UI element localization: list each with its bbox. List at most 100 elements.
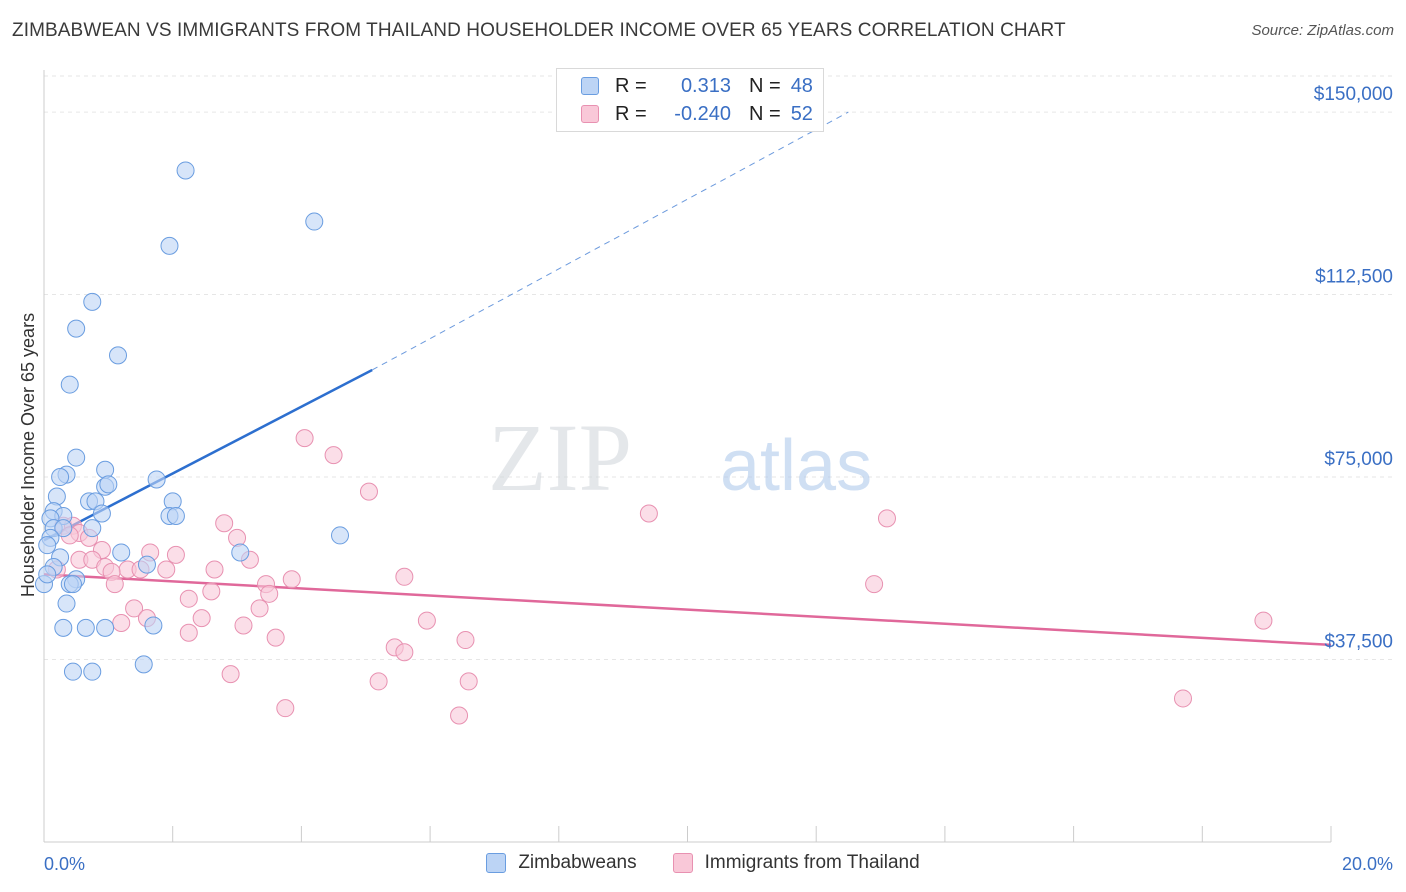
point-thailand — [179, 589, 198, 608]
point-thailand — [179, 623, 198, 642]
point-zimbabweans — [38, 536, 57, 555]
point-thailand — [1173, 689, 1192, 708]
legend-row-zimbabweans: R = 0.313 N = 48 — [581, 73, 813, 99]
point-zimbabweans — [305, 212, 324, 231]
point-thailand — [250, 599, 269, 618]
point-zimbabweans — [109, 346, 128, 365]
point-zimbabweans — [134, 655, 153, 674]
point-zimbabweans — [63, 662, 82, 681]
point-zimbabweans — [112, 543, 131, 562]
point-thailand — [417, 611, 436, 630]
point-thailand — [192, 609, 211, 628]
point-zimbabweans — [99, 475, 118, 494]
point-zimbabweans — [147, 470, 166, 489]
point-zimbabweans — [160, 236, 179, 255]
point-thailand — [202, 582, 221, 601]
point-thailand — [877, 509, 896, 528]
point-thailand — [456, 631, 475, 650]
legend-row-thailand: R = -0.240 N = 52 — [581, 101, 813, 127]
watermark: ZIP atlas — [488, 404, 872, 511]
point-thailand — [395, 567, 414, 586]
point-zimbabweans — [144, 616, 163, 635]
legend-r-value: -0.240 — [674, 102, 731, 125]
point-zimbabweans — [51, 468, 70, 487]
legend-r-label: R = — [615, 74, 647, 97]
point-thailand — [276, 699, 295, 718]
y-tick-labels: $37,500 $75,000 $112,500 $150,000 — [1314, 84, 1393, 652]
point-thailand — [221, 665, 240, 684]
legend-label-zimbabweans: Zimbabweans — [518, 852, 637, 873]
watermark-zip: ZIP — [488, 404, 632, 511]
correlation-legend: R = 0.313 N = 48 R = -0.240 N = 52 — [556, 68, 824, 132]
point-zimbabweans — [92, 504, 111, 523]
point-zimbabweans — [54, 618, 73, 637]
point-thailand — [450, 706, 469, 725]
point-zimbabweans — [47, 487, 66, 506]
legend-n-label: N = — [749, 102, 781, 125]
legend-r-value: 0.313 — [680, 74, 731, 97]
point-zimbabweans — [60, 375, 79, 394]
point-zimbabweans — [76, 618, 95, 637]
chart-title: ZIMBABWEAN VS IMMIGRANTS FROM THAILAND H… — [12, 20, 1066, 41]
y-tick-label: $112,500 — [1315, 267, 1393, 288]
grid-lines — [44, 75, 1396, 661]
source-credit: Source: ZipAtlas.com — [1251, 22, 1394, 39]
point-zimbabweans — [57, 594, 76, 613]
point-thailand — [205, 560, 224, 579]
point-thailand — [639, 504, 658, 523]
y-tick-label: $150,000 — [1314, 84, 1393, 105]
point-thailand — [157, 560, 176, 579]
legend-item-thailand[interactable]: Immigrants from Thailand — [672, 852, 920, 874]
point-zimbabweans — [83, 662, 102, 681]
point-zimbabweans — [137, 555, 156, 574]
y-axis-label: Householder Income Over 65 years — [18, 313, 38, 597]
y-tick-label: $37,500 — [1324, 632, 1393, 653]
point-thailand — [105, 575, 124, 594]
point-zimbabweans — [83, 292, 102, 311]
legend-swatch-thailand — [672, 853, 693, 873]
trend-thailand — [43, 573, 1332, 647]
legend-swatch-thailand — [581, 105, 599, 123]
point-thailand — [260, 584, 279, 603]
legend-label-thailand: Immigrants from Thailand — [704, 852, 920, 873]
point-zimbabweans — [38, 565, 57, 584]
point-thailand — [395, 643, 414, 662]
x-tick-label-min: 0.0% — [44, 854, 85, 874]
trend-zimbabweans-dashed — [371, 111, 849, 371]
point-thailand — [266, 628, 285, 647]
point-thailand — [295, 429, 314, 448]
legend-n-value: 48 — [790, 74, 813, 97]
point-thailand — [359, 482, 378, 501]
point-zimbabweans — [63, 575, 82, 594]
axes — [43, 70, 1332, 843]
point-thailand — [865, 575, 884, 594]
point-thailand — [125, 599, 144, 618]
legend-item-zimbabweans[interactable]: Zimbabweans — [486, 852, 637, 874]
point-thailand — [282, 570, 301, 589]
y-tick-label: $75,000 — [1324, 449, 1393, 470]
point-zimbabweans — [67, 319, 86, 338]
point-zimbabweans — [83, 519, 102, 538]
point-zimbabweans — [331, 526, 350, 545]
legend-n-value: 52 — [790, 102, 813, 125]
point-thailand — [166, 545, 185, 564]
point-zimbabweans — [54, 519, 73, 538]
point-zimbabweans — [163, 492, 182, 511]
point-thailand — [234, 616, 253, 635]
legend-n-label: N = — [749, 74, 781, 97]
point-thailand — [1254, 611, 1273, 630]
legend-swatch-zimbabweans — [486, 853, 507, 873]
point-zimbabweans — [231, 543, 250, 562]
point-zimbabweans — [166, 506, 185, 525]
point-thailand — [215, 514, 234, 533]
point-thailand — [459, 672, 478, 691]
x-tick-labels: 0.0% 20.0% — [44, 854, 1393, 874]
x-tick-label-max: 20.0% — [1342, 854, 1393, 874]
series-legend: Zimbabweans Immigrants from Thailand — [0, 852, 1406, 874]
point-zimbabweans — [96, 460, 115, 479]
watermark-atlas: atlas — [720, 426, 872, 506]
point-zimbabweans — [176, 161, 195, 180]
point-zimbabweans — [96, 618, 115, 637]
trend-lines — [43, 111, 1332, 647]
